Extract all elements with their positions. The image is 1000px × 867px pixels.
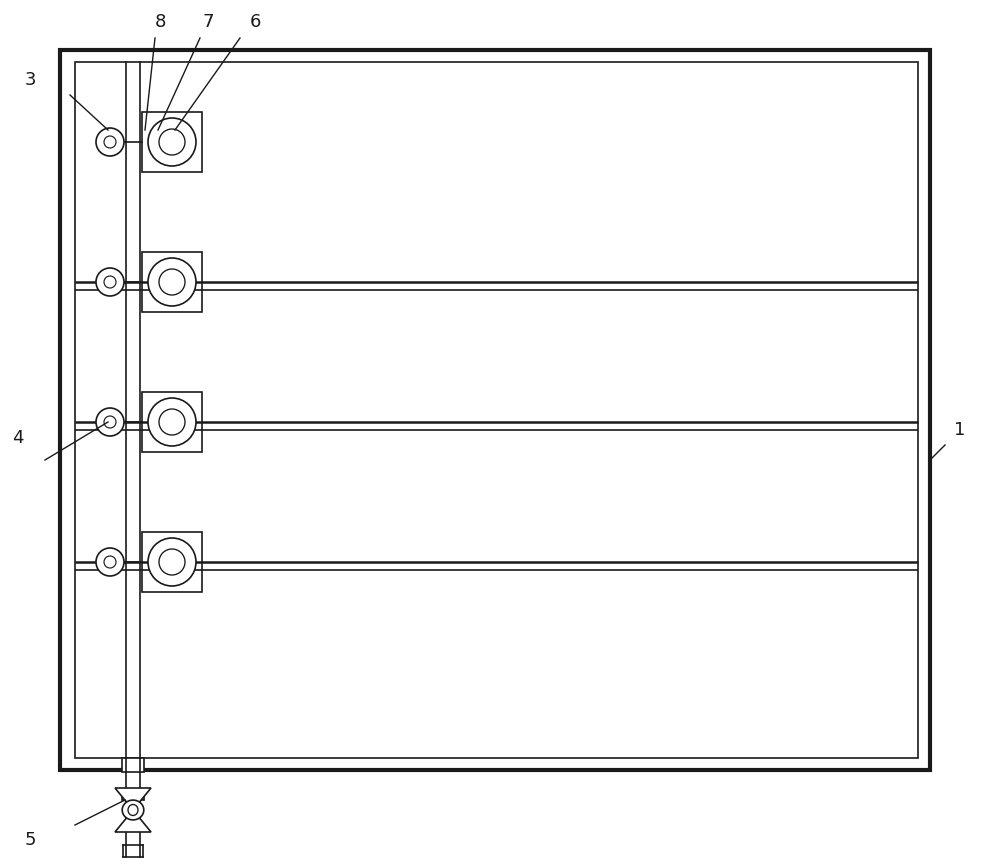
Circle shape [104,416,116,428]
Circle shape [148,398,196,446]
Circle shape [148,118,196,166]
Circle shape [159,269,185,295]
Circle shape [96,408,124,436]
Polygon shape [115,810,151,832]
Text: 6: 6 [249,13,261,31]
Bar [75,62,918,758]
Circle shape [104,136,116,148]
Bar [122,758,144,772]
Bar [122,790,144,800]
Text: 4: 4 [12,429,24,447]
Polygon shape [115,788,151,810]
Circle shape [104,276,116,288]
Text: 7: 7 [202,13,214,31]
Circle shape [159,409,185,435]
Circle shape [104,556,116,568]
Text: 1: 1 [954,421,966,439]
Bar [60,50,930,770]
Circle shape [96,548,124,576]
Bar [142,112,202,172]
Bar [142,532,202,592]
Circle shape [96,128,124,156]
Bar [142,252,202,312]
Circle shape [96,268,124,296]
Ellipse shape [122,800,144,820]
Text: 8: 8 [154,13,166,31]
Text: 3: 3 [24,71,36,89]
Text: 5: 5 [24,831,36,849]
Bar [142,392,202,452]
Ellipse shape [128,805,138,816]
Circle shape [159,129,185,155]
Circle shape [159,549,185,575]
Circle shape [148,258,196,306]
Circle shape [148,538,196,586]
